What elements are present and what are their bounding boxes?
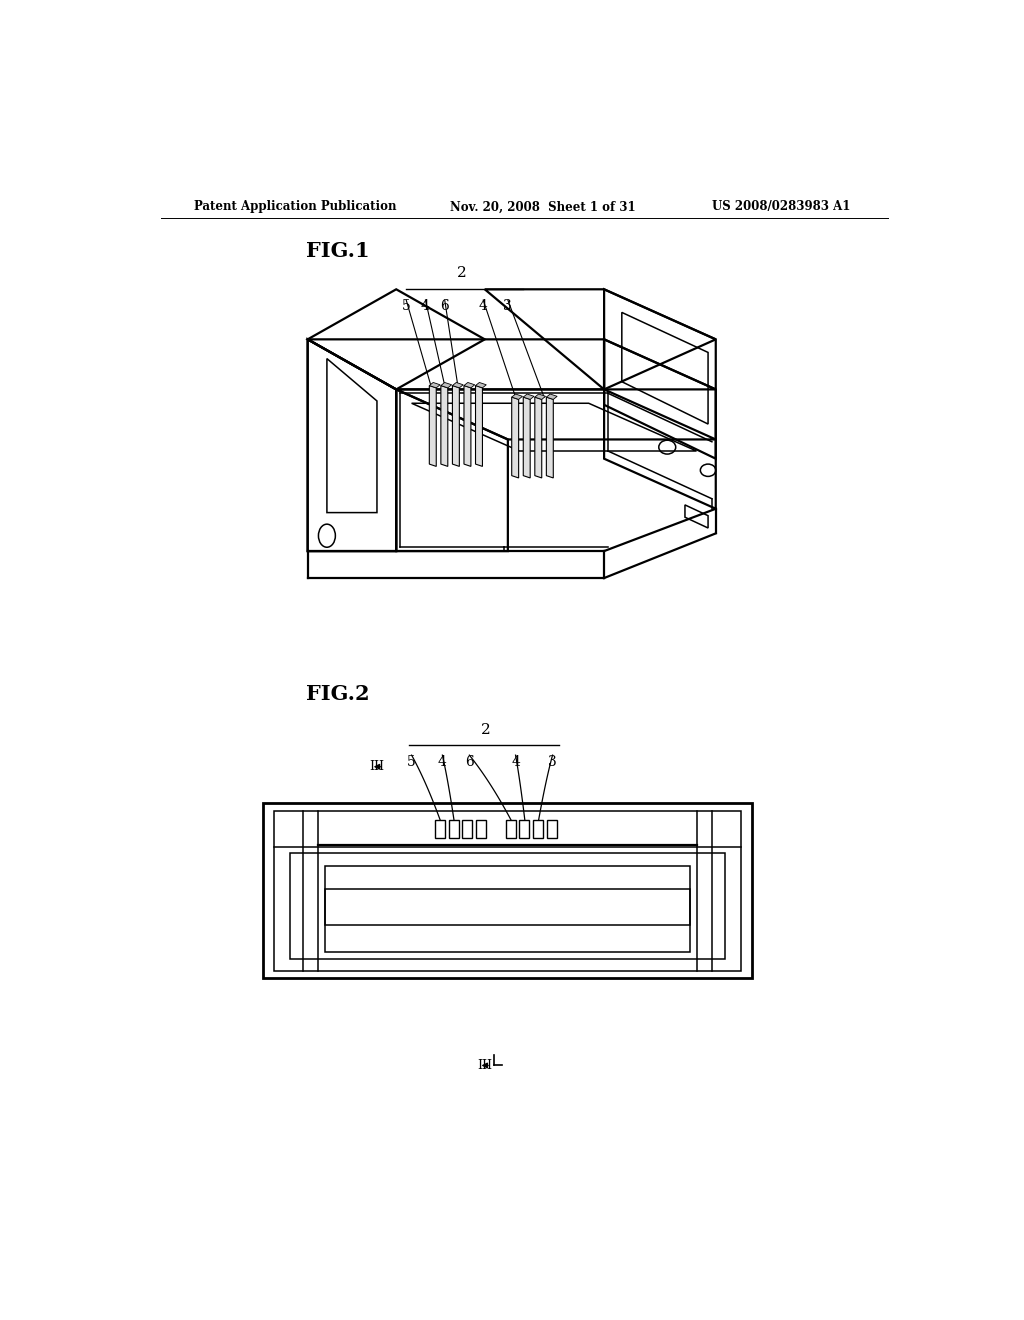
Text: Nov. 20, 2008  Sheet 1 of 31: Nov. 20, 2008 Sheet 1 of 31 bbox=[451, 201, 636, 214]
Polygon shape bbox=[441, 383, 452, 388]
Polygon shape bbox=[453, 385, 460, 466]
Polygon shape bbox=[475, 383, 486, 388]
Text: 3: 3 bbox=[504, 298, 512, 313]
Bar bbox=[519, 820, 529, 838]
Bar bbox=[476, 820, 486, 838]
Polygon shape bbox=[547, 397, 553, 478]
Bar bbox=[463, 820, 472, 838]
Polygon shape bbox=[523, 395, 535, 400]
Text: US 2008/0283983 A1: US 2008/0283983 A1 bbox=[712, 201, 850, 214]
Text: FIG.1: FIG.1 bbox=[306, 240, 370, 261]
Polygon shape bbox=[464, 385, 471, 466]
Bar bbox=[534, 820, 544, 838]
Polygon shape bbox=[512, 395, 522, 400]
Text: 4: 4 bbox=[479, 298, 487, 313]
Text: 6: 6 bbox=[465, 755, 474, 770]
Text: 5: 5 bbox=[408, 755, 416, 770]
Polygon shape bbox=[464, 383, 475, 388]
Polygon shape bbox=[512, 397, 518, 478]
Bar bbox=[290, 853, 725, 960]
Text: Patent Application Publication: Patent Application Publication bbox=[194, 201, 396, 214]
Text: III: III bbox=[477, 1059, 493, 1072]
Text: FIG.2: FIG.2 bbox=[306, 684, 370, 704]
Text: 6: 6 bbox=[440, 298, 450, 313]
Text: 4: 4 bbox=[438, 755, 446, 770]
Text: 4: 4 bbox=[511, 755, 520, 770]
Bar bbox=[325, 890, 690, 924]
Bar bbox=[263, 803, 752, 978]
Polygon shape bbox=[535, 397, 542, 478]
Polygon shape bbox=[475, 385, 482, 466]
Polygon shape bbox=[429, 383, 440, 388]
Polygon shape bbox=[441, 385, 447, 466]
Bar bbox=[547, 820, 557, 838]
Text: 2: 2 bbox=[457, 267, 467, 280]
Text: 2: 2 bbox=[481, 723, 492, 738]
Text: III: III bbox=[370, 760, 385, 774]
Bar bbox=[273, 810, 741, 970]
Bar bbox=[506, 820, 515, 838]
Text: 4: 4 bbox=[421, 298, 430, 313]
Polygon shape bbox=[547, 395, 557, 400]
Polygon shape bbox=[453, 383, 463, 388]
Text: 5: 5 bbox=[401, 298, 411, 313]
Polygon shape bbox=[523, 397, 530, 478]
Bar bbox=[435, 820, 444, 838]
Polygon shape bbox=[535, 395, 546, 400]
Bar bbox=[325, 866, 690, 952]
Text: 3: 3 bbox=[548, 755, 557, 770]
Bar bbox=[449, 820, 459, 838]
Polygon shape bbox=[429, 385, 436, 466]
